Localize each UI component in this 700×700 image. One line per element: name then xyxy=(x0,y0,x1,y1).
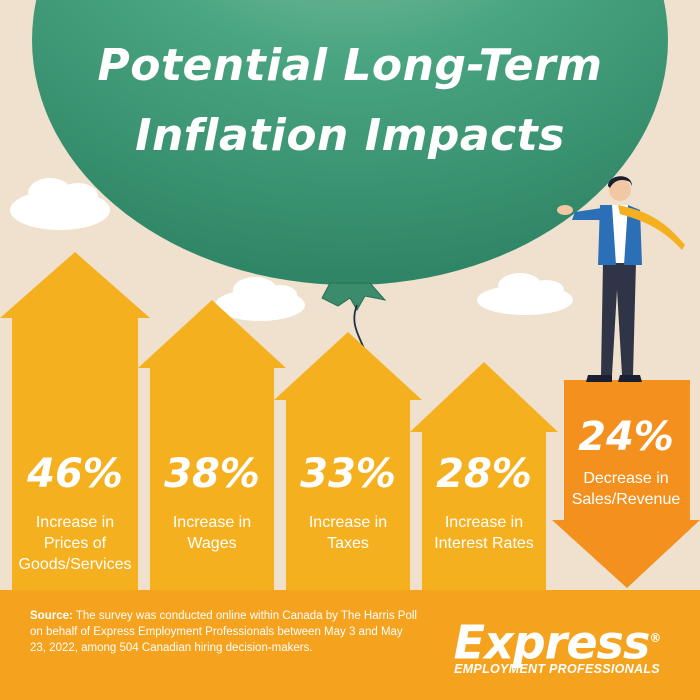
title-line-2: Inflation Impacts xyxy=(135,110,565,161)
source-text: The survey was conducted online within C… xyxy=(30,610,417,654)
label-line: Increase in xyxy=(172,514,252,531)
impact-percent-taxes: 33% xyxy=(300,451,396,497)
arrow-33 xyxy=(274,332,422,598)
logo-wordmark: Express® xyxy=(432,612,682,668)
logo-tagline: EMPLOYMENT PROFESSIONALS xyxy=(454,662,660,676)
label-line: Interest Rates xyxy=(434,535,534,552)
label-line: Increase in xyxy=(444,514,524,531)
impact-label-taxes: Increase in Taxes xyxy=(286,512,410,554)
impact-percent-interest: 28% xyxy=(436,451,532,497)
label-line: Decrease in xyxy=(583,470,669,487)
title-line-1: Potential Long-Term xyxy=(97,40,603,91)
label-line: Wages xyxy=(187,535,237,552)
arrow-38 xyxy=(138,300,286,598)
arrow-24 xyxy=(552,380,700,588)
impact-label-prices: Increase in Prices of Goods/Services xyxy=(12,512,138,575)
impact-label-sales: Decrease in Sales/Revenue xyxy=(562,468,690,510)
impact-percent-sales: 24% xyxy=(578,414,674,460)
footer-band xyxy=(0,590,700,700)
logo-word-text: Express xyxy=(453,615,651,670)
label-line: Taxes xyxy=(327,535,369,552)
label-line: Goods/Services xyxy=(18,556,132,573)
cloud-right xyxy=(477,273,573,315)
label-line: Increase in xyxy=(35,514,115,531)
impact-percent-prices: 46% xyxy=(27,451,123,497)
label-line: Increase in xyxy=(308,514,388,531)
cloud-middle xyxy=(215,277,305,321)
balloon xyxy=(32,0,668,285)
impact-label-wages: Increase in Wages xyxy=(150,512,274,554)
arrow-28 xyxy=(410,362,558,598)
label-line: Sales/Revenue xyxy=(571,491,681,508)
source-label: Source: xyxy=(30,610,73,622)
source-note: Source: The survey was conducted online … xyxy=(30,608,420,656)
cloud-left xyxy=(10,178,110,230)
registered-mark: ® xyxy=(649,631,661,645)
impact-label-interest: Increase in Interest Rates xyxy=(422,512,546,554)
balloon-knot xyxy=(321,282,387,311)
express-logo: Express® EMPLOYMENT PROFESSIONALS xyxy=(432,612,682,682)
impact-percent-wages: 38% xyxy=(164,451,260,497)
businessman-figure xyxy=(557,176,685,382)
label-line: Prices of xyxy=(43,535,107,552)
arrow-46 xyxy=(0,252,150,598)
